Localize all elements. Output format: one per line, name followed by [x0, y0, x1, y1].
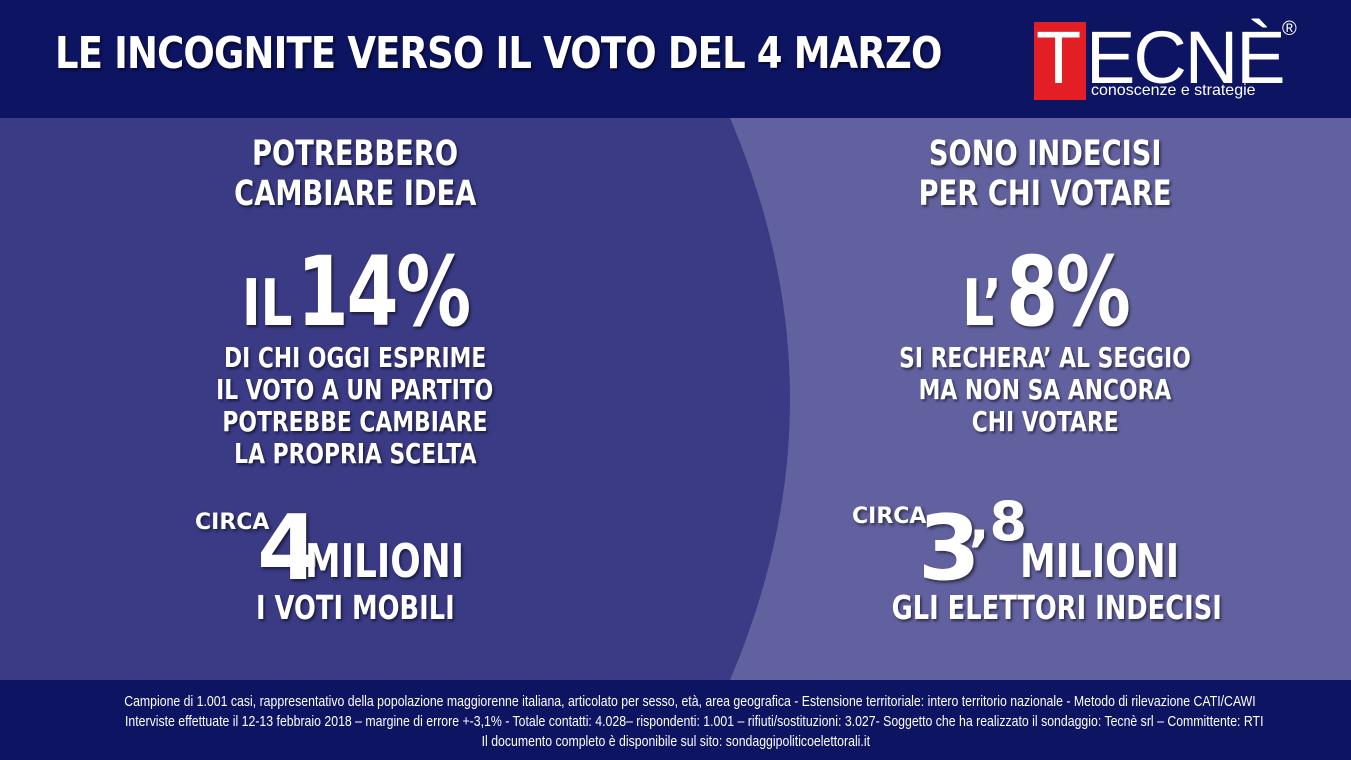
footer-line1: Campione di 1.001 casi, rappresentativo …	[124, 693, 1256, 710]
registered-mark: ®	[1282, 18, 1297, 40]
left-circa: CIRCA	[195, 510, 270, 535]
left-big-percentage: 14%	[296, 236, 471, 348]
right-desc-line2: MA NON SA ANCORA	[918, 373, 1172, 406]
left-desc-line2: IL VOTO A UN PARTITO	[216, 373, 494, 406]
logo-red-box	[1034, 22, 1086, 100]
left-millions-number: 4	[257, 496, 320, 601]
left-heading-line2: CAMBIARE IDEA	[233, 174, 477, 214]
footer-methodology: Campione di 1.001 casi, rappresentativo …	[0, 680, 1351, 760]
right-big-prefix: L’	[961, 267, 1002, 341]
right-big-percentage: 8%	[1005, 236, 1131, 348]
right-millions-decimal: ,8	[969, 490, 1028, 553]
right-millions-word: MILIONI	[1020, 534, 1180, 588]
header-bar: LE INCOGNITE VERSO IL VOTO DEL 4 MARZO T…	[0, 0, 1351, 118]
right-millions-caption: GLI ELETTORI INDECISI	[891, 588, 1222, 627]
right-millions-number: 3	[918, 496, 981, 601]
footer-line2: Interviste effettuate il 12-13 febbraio …	[124, 713, 1264, 730]
right-heading-line2: PER CHI VOTARE	[918, 174, 1172, 214]
logo-tagline: conoscenze e strategie	[1091, 82, 1256, 99]
left-desc-line1: DI CHI OGGI ESPRIME	[223, 341, 487, 374]
right-desc-line1: SI RECHERA’ AL SEGGIO	[899, 341, 1191, 374]
footer-line3: Il documento completo è disponibile sul …	[481, 733, 870, 750]
left-big-prefix: IL	[241, 267, 292, 341]
left-heading-line1: POTREBBERO	[251, 134, 458, 174]
page-title: LE INCOGNITE VERSO IL VOTO DEL 4 MARZO	[55, 28, 942, 79]
right-circa: CIRCA	[852, 504, 927, 529]
left-millions-caption: I VOTI MOBILI	[255, 588, 455, 627]
left-desc-line3: POTREBBE CAMBIARE	[222, 405, 488, 438]
right-heading-line1: SONO INDECISI	[928, 134, 1162, 174]
left-millions-word: MILIONI	[305, 534, 465, 588]
right-desc-line3: CHI VOTARE	[971, 405, 1119, 438]
left-desc-line4: LA PROPRIA SCELTA	[233, 437, 477, 470]
logo-letters: ECNÈ	[1086, 16, 1286, 99]
right-panel-background	[730, 118, 1351, 680]
tecne-logo: T ECNÈ ® conoscenze e strategie	[1034, 18, 1304, 104]
content-panel: POTREBBERO CAMBIARE IDEA IL 14% DI CHI O…	[0, 118, 1351, 680]
logo-letter-t: T	[1036, 16, 1082, 99]
